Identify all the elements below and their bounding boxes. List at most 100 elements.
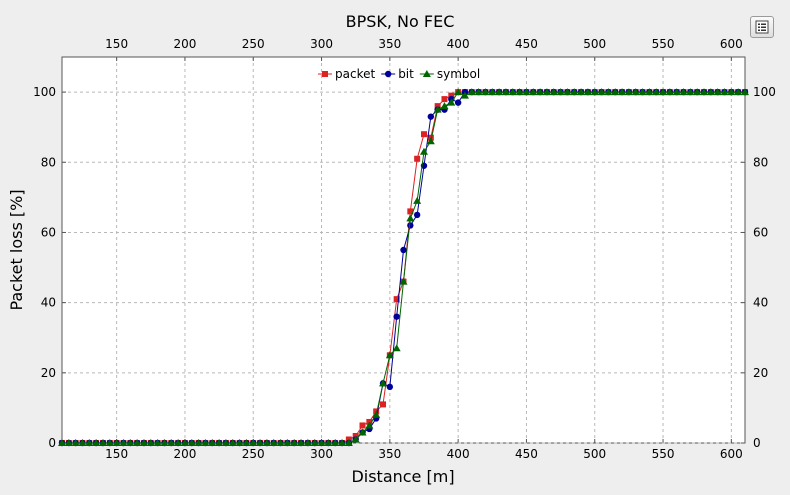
- data-point-symbol: [618, 88, 627, 96]
- data-point-symbol: [105, 439, 114, 446]
- x-tick-label: 300: [310, 447, 333, 461]
- data-point-symbol: [64, 439, 73, 446]
- data-point-symbol: [563, 88, 572, 96]
- data-point-symbol: [693, 88, 702, 96]
- data-point-symbol: [590, 88, 599, 96]
- data-point-symbol: [652, 88, 661, 96]
- x-tick-label: 400: [447, 447, 470, 461]
- data-point-symbol: [201, 439, 210, 446]
- data-point-symbol: [146, 439, 155, 446]
- data-point-symbol: [679, 88, 688, 96]
- legend-label-bit: bit: [398, 67, 414, 81]
- data-point-symbol: [126, 439, 135, 446]
- data-point-packet: [393, 296, 400, 303]
- legend-label-packet: packet: [335, 67, 375, 81]
- legend-marker-bit: [384, 70, 392, 78]
- x-top-tick-label: 400: [447, 37, 470, 51]
- data-point-symbol: [474, 88, 483, 96]
- x-top-tick-label: 150: [105, 37, 128, 51]
- data-point-symbol: [160, 439, 169, 446]
- data-point-symbol: [324, 439, 333, 446]
- data-point-symbol: [331, 439, 340, 446]
- data-point-symbol: [597, 88, 606, 96]
- data-point-symbol: [583, 88, 592, 96]
- x-top-tick-label: 200: [173, 37, 196, 51]
- data-point-symbol: [153, 439, 162, 446]
- data-point-symbol: [98, 439, 107, 446]
- x-tick-label: 500: [583, 447, 606, 461]
- data-point-packet: [414, 155, 421, 162]
- data-point-symbol: [71, 439, 80, 446]
- data-point-symbol: [665, 88, 674, 96]
- x-tick-label: 550: [652, 447, 675, 461]
- data-point-symbol: [406, 214, 415, 222]
- data-point-symbol: [426, 137, 435, 145]
- data-point-symbol: [256, 439, 265, 446]
- data-point-symbol: [604, 88, 613, 96]
- data-point-symbol: [522, 88, 531, 96]
- data-point-symbol: [133, 439, 142, 446]
- chart-title: BPSK, No FEC: [346, 12, 455, 31]
- y-right-tick-label: 40: [753, 296, 768, 310]
- chart-menu-button[interactable]: [750, 16, 774, 38]
- legend-item-packet: packet: [318, 67, 375, 81]
- y-right-tick-label: 0: [753, 436, 761, 450]
- legend-item-bit: bit: [381, 67, 414, 81]
- data-point-symbol: [549, 88, 558, 96]
- data-point-symbol: [433, 105, 442, 113]
- data-point-packet: [359, 422, 366, 429]
- legend-item-symbol: symbol: [419, 67, 480, 81]
- data-point-symbol: [119, 439, 128, 446]
- data-point-bit: [427, 113, 435, 120]
- data-point-bit: [386, 383, 394, 391]
- data-point-symbol: [399, 277, 408, 285]
- data-point-symbol: [515, 88, 524, 96]
- y-right-tick-label: 60: [753, 225, 768, 239]
- data-point-symbol: [529, 88, 538, 96]
- data-point-symbol: [358, 428, 367, 436]
- data-point-symbol: [419, 147, 428, 155]
- y-right-tick-label: 100: [753, 85, 776, 99]
- data-point-symbol: [242, 439, 251, 446]
- data-point-symbol: [659, 88, 668, 96]
- data-point-symbol: [208, 439, 217, 446]
- data-point-symbol: [495, 88, 504, 96]
- data-point-symbol: [297, 439, 306, 446]
- data-point-symbol: [611, 88, 620, 96]
- data-point-symbol: [440, 102, 449, 110]
- data-point-symbol: [139, 439, 148, 446]
- data-point-symbol: [365, 421, 374, 429]
- data-point-symbol: [92, 439, 101, 446]
- x-tick-label: 350: [378, 447, 401, 461]
- data-point-symbol: [290, 439, 299, 446]
- y-right-tick-label: 80: [753, 155, 768, 169]
- data-point-symbol: [167, 439, 176, 446]
- data-point-symbol: [536, 88, 545, 96]
- data-point-symbol: [556, 88, 565, 96]
- data-point-symbol: [454, 88, 463, 96]
- data-point-bit: [407, 222, 414, 229]
- y-tick-label: 0: [48, 436, 56, 450]
- data-point-packet: [420, 131, 427, 138]
- legend: packet bit symbol: [318, 67, 480, 81]
- data-point-symbol: [570, 88, 579, 96]
- data-point-symbol: [215, 439, 224, 446]
- data-point-symbol: [713, 88, 722, 96]
- data-point-symbol: [727, 88, 736, 96]
- x-tick-label: 150: [105, 447, 128, 461]
- data-point-symbol: [488, 88, 497, 96]
- data-point-bit: [454, 99, 462, 106]
- data-point-symbol: [338, 439, 347, 446]
- data-point-symbol: [351, 435, 360, 443]
- data-point-symbol: [501, 88, 510, 96]
- y-tick-label: 60: [41, 225, 56, 239]
- x-tick-label: 600: [720, 447, 743, 461]
- data-point-symbol: [228, 439, 237, 446]
- x-axis-label: Distance [m]: [351, 467, 454, 486]
- data-point-symbol: [631, 88, 640, 96]
- y-tick-label: 100: [33, 85, 56, 99]
- x-top-tick-label: 550: [652, 37, 675, 51]
- data-point-symbol: [303, 439, 312, 446]
- data-point-symbol: [481, 88, 490, 96]
